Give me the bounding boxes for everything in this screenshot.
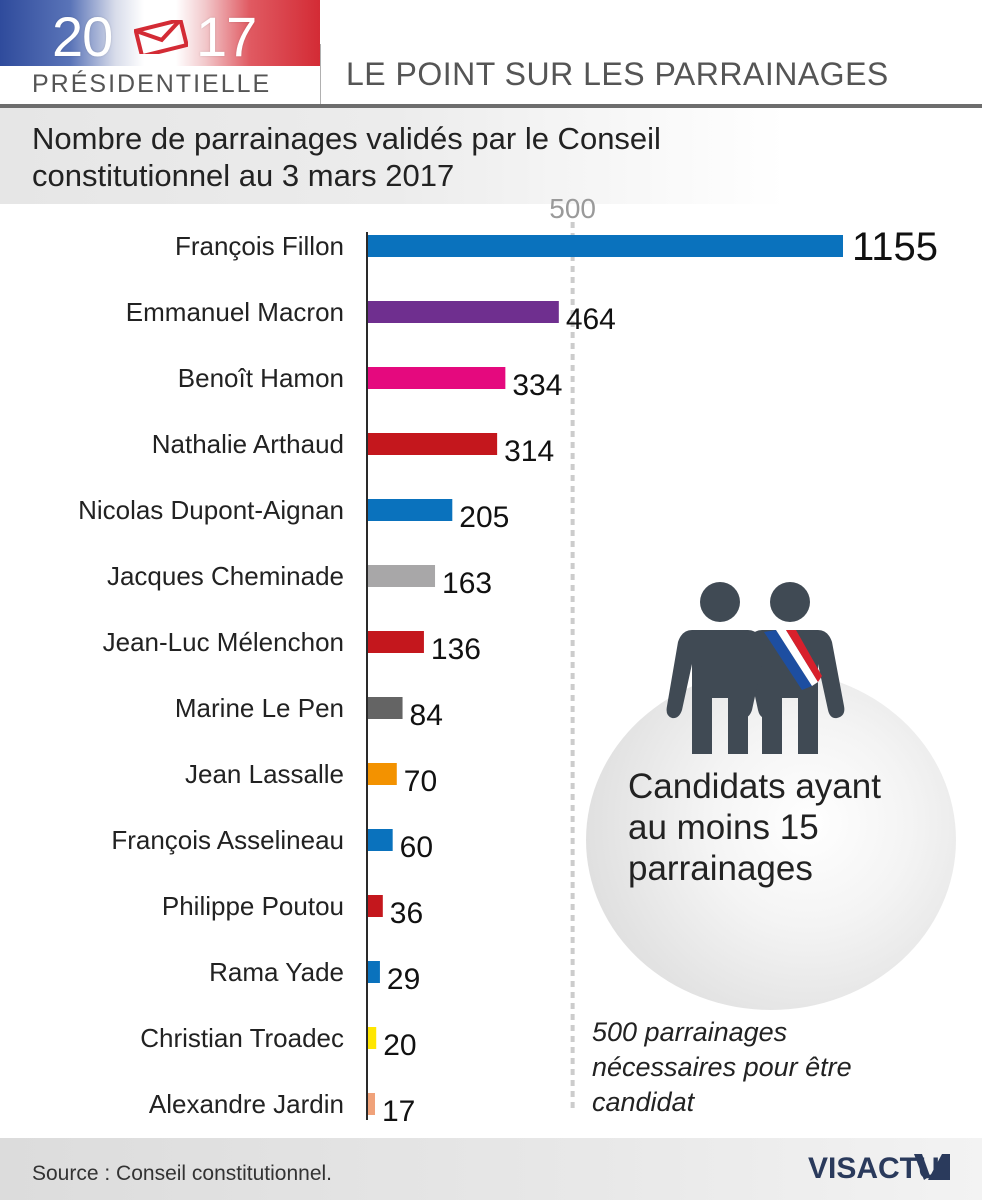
- bar: [368, 235, 843, 257]
- bar: [368, 763, 397, 785]
- value-label: 36: [390, 897, 423, 930]
- category-label: Rama Yade: [209, 957, 344, 987]
- bar: [368, 631, 424, 653]
- bar: [368, 697, 403, 719]
- value-label: 334: [512, 369, 562, 402]
- value-label: 314: [504, 435, 554, 468]
- value-label: 60: [400, 831, 433, 864]
- bar: [368, 1027, 377, 1049]
- people-icon: [666, 582, 845, 754]
- bar: [368, 895, 383, 917]
- footer: [0, 1138, 982, 1200]
- category-label: Jacques Cheminade: [107, 561, 344, 591]
- category-label: François Asselineau: [111, 825, 344, 855]
- value-label: 1155: [852, 225, 938, 269]
- bar: [368, 301, 559, 323]
- badge-box: [0, 66, 320, 104]
- bar: [368, 499, 453, 521]
- value-label: 464: [566, 303, 616, 336]
- reference-line-label: 500: [549, 193, 596, 224]
- envelope-icon: [134, 20, 188, 54]
- value-label: 70: [404, 765, 437, 798]
- category-label: Benoît Hamon: [178, 363, 344, 393]
- value-label: 20: [383, 1029, 416, 1062]
- value-label: 29: [387, 963, 420, 996]
- category-label: Jean Lassalle: [185, 759, 344, 789]
- value-label: 17: [382, 1095, 415, 1128]
- bar: [368, 829, 393, 851]
- category-label: Emmanuel Macron: [126, 297, 344, 327]
- year-left: 20: [52, 5, 113, 68]
- category-label: Jean-Luc Mélenchon: [103, 627, 344, 657]
- page-title: LE POINT SUR LES PARRAINAGES: [346, 56, 889, 92]
- value-label: 84: [410, 699, 443, 732]
- category-label: Nathalie Arthaud: [152, 429, 344, 459]
- flag-banner: [0, 0, 320, 66]
- brand-mark-icon: [914, 1154, 950, 1180]
- category-label: Nicolas Dupont-Aignan: [78, 495, 344, 525]
- subtitle-band: [0, 108, 982, 204]
- person-icon-right: [736, 582, 845, 754]
- category-label: Marine Le Pen: [175, 693, 344, 723]
- bar: [368, 433, 498, 455]
- bar: [368, 565, 436, 587]
- value-label: 136: [431, 633, 481, 666]
- header-rule: [0, 104, 982, 108]
- category-label: Alexandre Jardin: [149, 1089, 344, 1119]
- header: 20 17 PRÉSIDENTIELLE LE POINT SUR LES PA…: [0, 0, 982, 104]
- bar: [368, 367, 506, 389]
- bar: [368, 1093, 375, 1115]
- header-separator: [320, 44, 321, 104]
- bar: [368, 961, 380, 983]
- value-label: 205: [459, 501, 509, 534]
- threshold-note: 500 parrainages nécessaires pour être ca…: [592, 1017, 852, 1117]
- chart-subtitle: Nombre de parrainages validés par le Con…: [32, 121, 661, 193]
- election-badge: PRÉSIDENTIELLE: [32, 70, 272, 98]
- bar-chart: 500 François Fillon 1155 Emmanuel Macron 464…: [78, 193, 938, 1128]
- category-label: François Fillon: [175, 231, 344, 261]
- source-text: Source : Conseil constitutionnel.: [32, 1162, 332, 1185]
- value-label: 163: [442, 567, 492, 600]
- year-right: 17: [196, 5, 257, 68]
- category-label: Philippe Poutou: [162, 891, 344, 921]
- circle-caption: Candidats ayant au moins 15 parrainages: [628, 767, 881, 888]
- tricolor-sash: [764, 630, 822, 690]
- category-label: Christian Troadec: [140, 1023, 344, 1053]
